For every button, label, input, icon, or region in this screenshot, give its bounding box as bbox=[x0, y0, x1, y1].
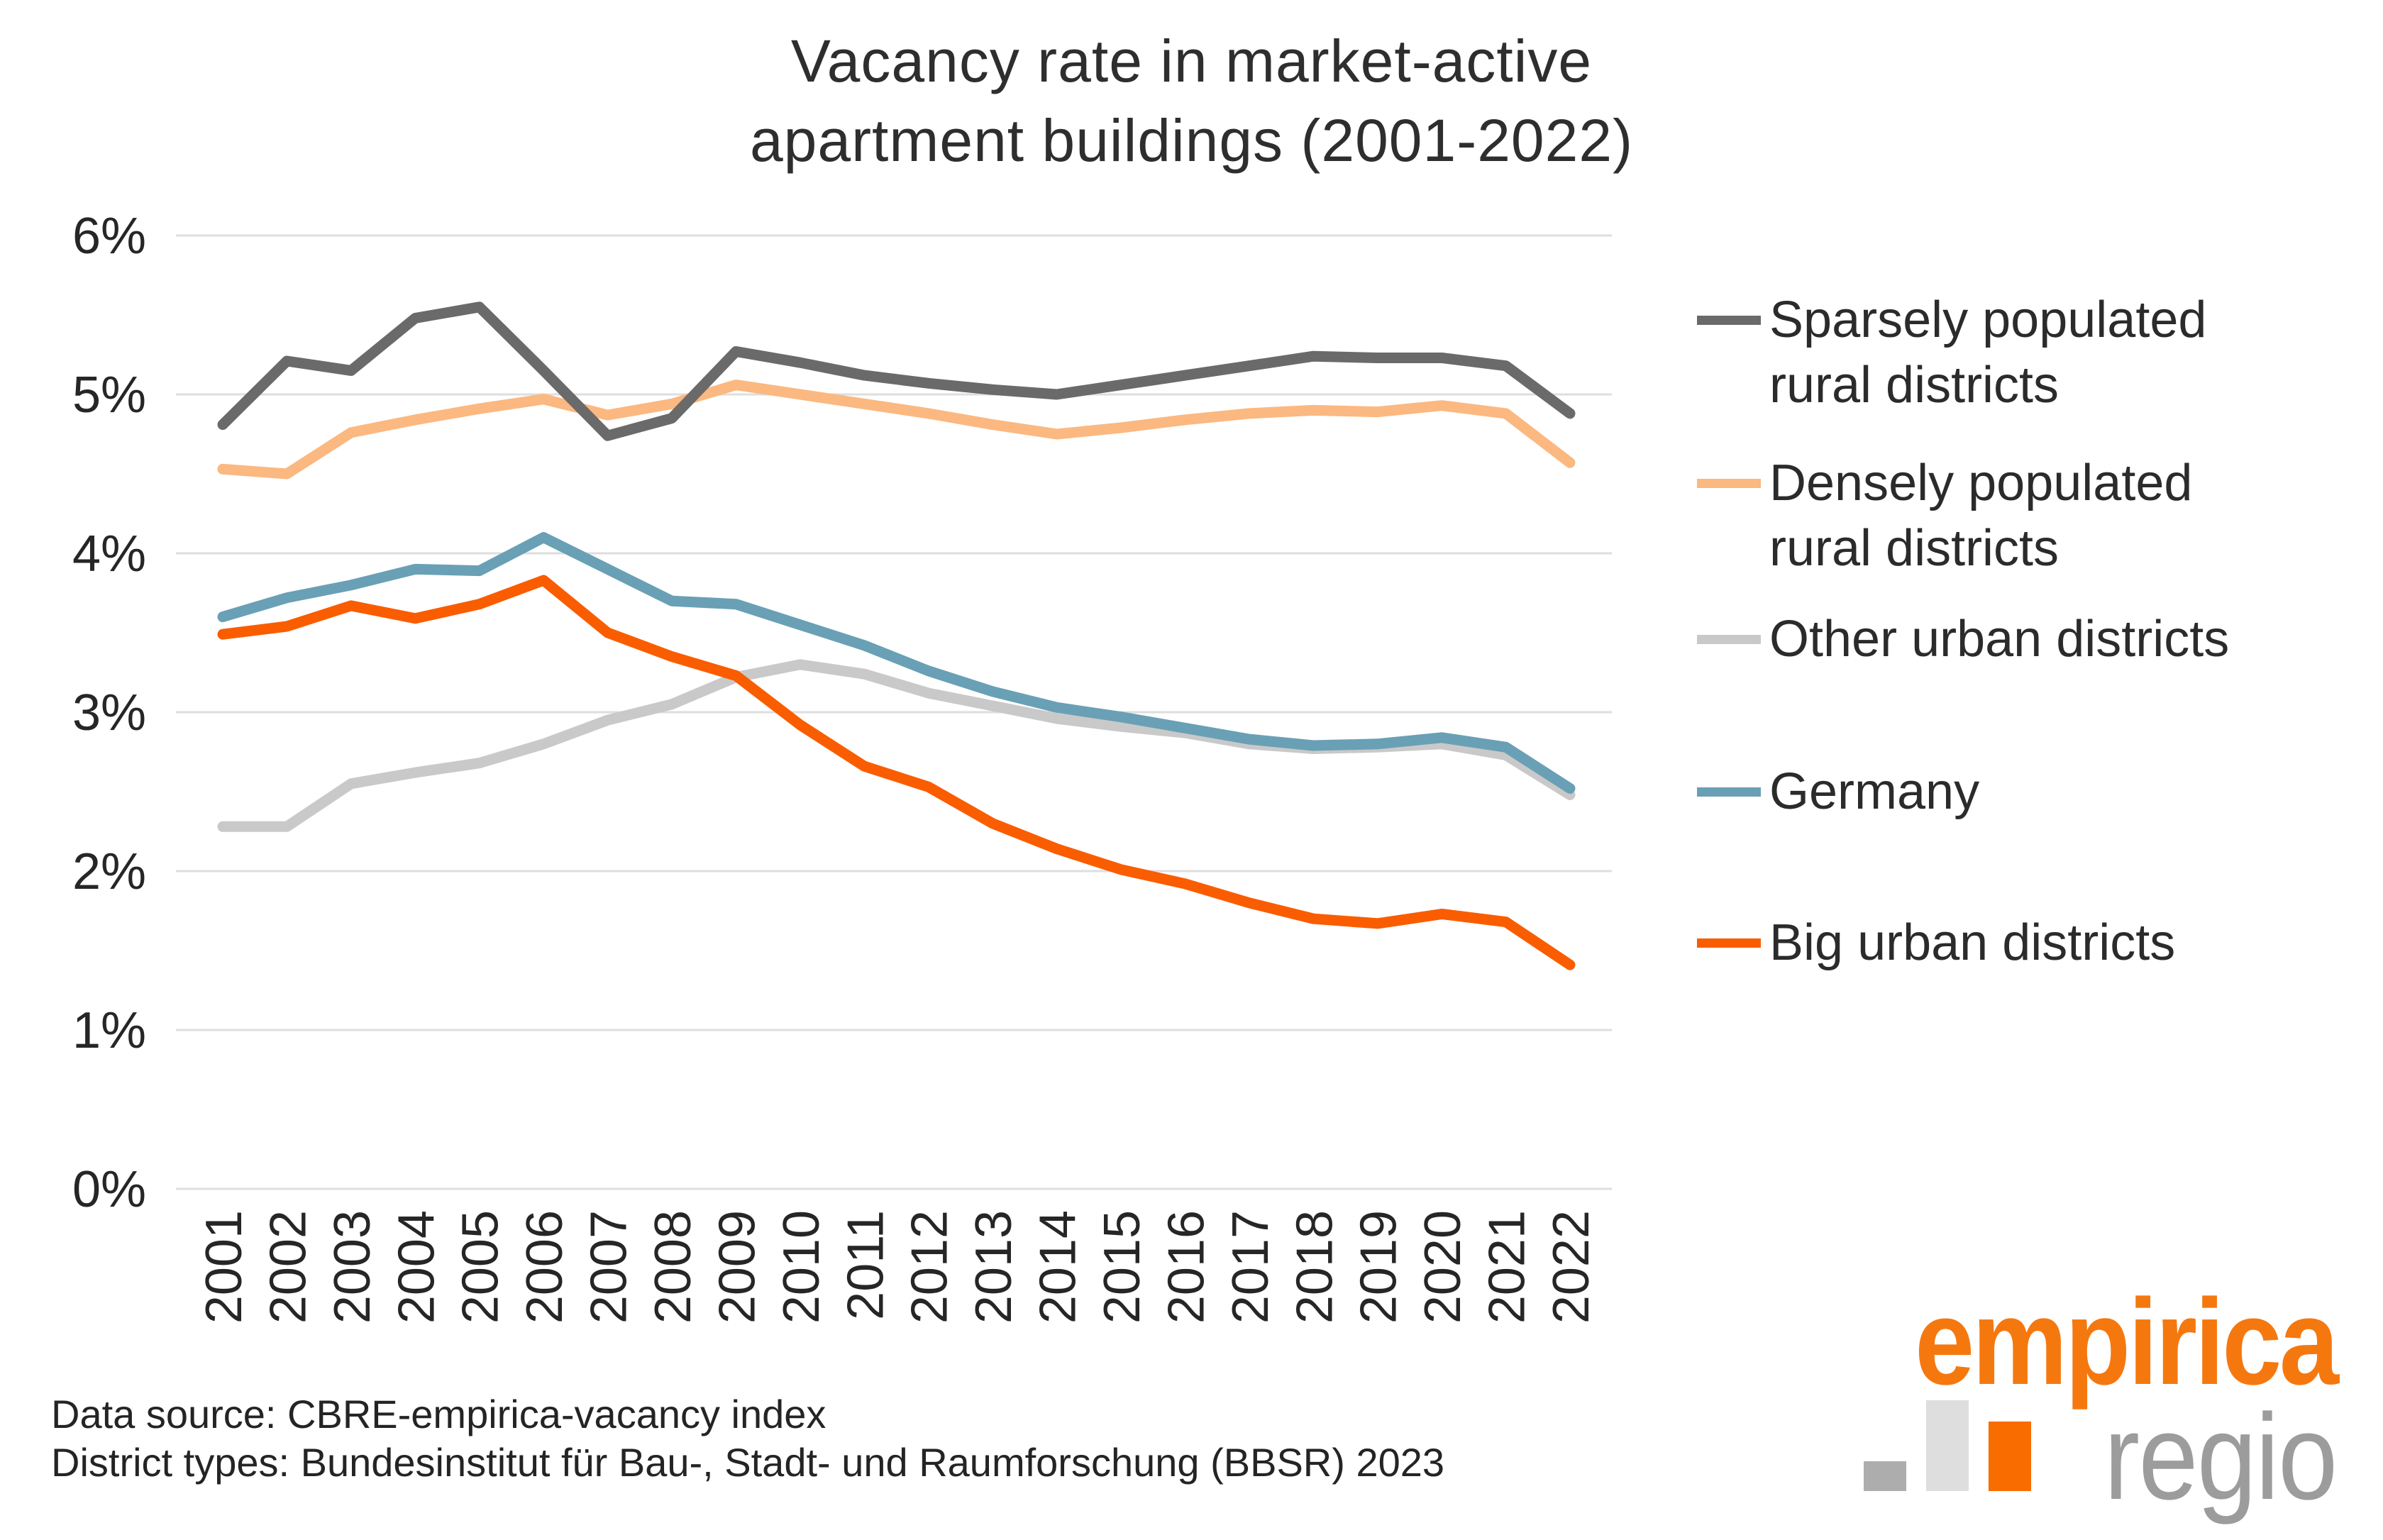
y-tick-label: 2% bbox=[72, 843, 146, 900]
x-tick-label: 2005 bbox=[453, 1210, 509, 1324]
legend-swatch-big-urban-districts bbox=[1697, 938, 1761, 948]
x-tick-label: 2009 bbox=[709, 1210, 765, 1324]
empirica-regio-logo: empirica regio bbox=[1857, 1274, 2339, 1525]
legend-label-line: Sparsely populated bbox=[1769, 292, 2207, 348]
legend-item-sparsely-populated-rural-districts: Sparsely populated rural districts bbox=[1697, 287, 2372, 418]
y-tick-label: 3% bbox=[72, 685, 146, 741]
x-tick-label: 2016 bbox=[1159, 1210, 1215, 1324]
x-tick-label: 2004 bbox=[388, 1210, 445, 1324]
y-tick-label: 6% bbox=[72, 208, 146, 265]
x-tick-label: 2020 bbox=[1415, 1210, 1471, 1324]
logo-wordmark-empirica: empirica bbox=[1914, 1274, 2339, 1410]
logo-bar-tall-icon bbox=[1925, 1400, 1969, 1491]
x-tick-label: 2013 bbox=[966, 1210, 1022, 1324]
legend-label-line: Big urban districts bbox=[1769, 914, 2176, 971]
logo-bar-small-icon bbox=[1863, 1461, 1906, 1491]
x-tick-label: 2008 bbox=[645, 1210, 702, 1324]
x-tick-label: 2011 bbox=[837, 1210, 894, 1320]
chart-title: Vacancy rate in market-active apartment … bbox=[0, 21, 2383, 180]
legend-item-germany: Germany bbox=[1697, 759, 2372, 824]
series-line-densely-populated-rural-districts bbox=[217, 380, 1576, 480]
y-tick-label: 4% bbox=[72, 526, 146, 582]
legend-item-densely-populated-rural-districts: Densely populated rural districts bbox=[1697, 450, 2372, 581]
logo-bar-accent-icon bbox=[1988, 1422, 2031, 1491]
x-tick-label: 2002 bbox=[260, 1210, 316, 1324]
chart-title-line2: apartment buildings (2001-2022) bbox=[749, 107, 1634, 174]
y-tick-label: 5% bbox=[72, 367, 146, 423]
chart-title-line1: Vacancy rate in market-active bbox=[790, 28, 1593, 94]
legend-swatch-densely-populated-rural-districts bbox=[1697, 479, 1761, 488]
x-tick-label: 2001 bbox=[196, 1210, 253, 1324]
series-line-sparsely-populated-rural-districts bbox=[217, 301, 1576, 441]
x-tick-label: 2017 bbox=[1222, 1210, 1279, 1324]
legend-label-line: rural districts bbox=[1769, 357, 2059, 414]
x-tick-label: 2019 bbox=[1351, 1210, 1408, 1324]
legend-item-big-urban-districts: Big urban districts bbox=[1697, 910, 2372, 975]
district-types-line: District types: Bundesinstitut für Bau-,… bbox=[51, 1440, 1445, 1485]
legend-label-line: Other urban districts bbox=[1769, 611, 2230, 667]
x-tick-label: 2012 bbox=[902, 1210, 958, 1324]
legend-label-line: Densely populated bbox=[1769, 455, 2193, 511]
legend-item-other-urban-districts: Other urban districts bbox=[1697, 606, 2372, 672]
x-tick-label: 2010 bbox=[773, 1210, 830, 1324]
legend-label-line: rural districts bbox=[1769, 520, 2059, 577]
series-line-germany bbox=[217, 532, 1576, 794]
x-tick-label: 2021 bbox=[1479, 1210, 1536, 1324]
logo-wordmark-regio: regio bbox=[2103, 1389, 2338, 1525]
y-tick-label: 0% bbox=[72, 1161, 146, 1218]
legend-swatch-germany bbox=[1697, 787, 1761, 797]
x-tick-label: 2003 bbox=[324, 1210, 381, 1324]
legend-swatch-sparsely-populated-rural-districts bbox=[1697, 316, 1761, 325]
x-tick-label: 2006 bbox=[516, 1210, 573, 1324]
x-tick-label: 2018 bbox=[1286, 1210, 1343, 1324]
x-tick-label: 2022 bbox=[1543, 1210, 1600, 1324]
x-tick-label: 2007 bbox=[581, 1210, 638, 1324]
legend-label-line: Germany bbox=[1769, 763, 1980, 820]
source-note: Data source: CBRE-empirica-vacancy index… bbox=[51, 1390, 1444, 1487]
legend-swatch-other-urban-districts bbox=[1697, 635, 1761, 644]
x-tick-label: 2014 bbox=[1030, 1210, 1087, 1324]
series-line-big-urban-districts bbox=[217, 575, 1576, 970]
y-tick-label: 1% bbox=[72, 1002, 146, 1059]
data-source-line: Data source: CBRE-empirica-vacancy index bbox=[51, 1392, 826, 1436]
x-tick-label: 2015 bbox=[1094, 1210, 1151, 1324]
